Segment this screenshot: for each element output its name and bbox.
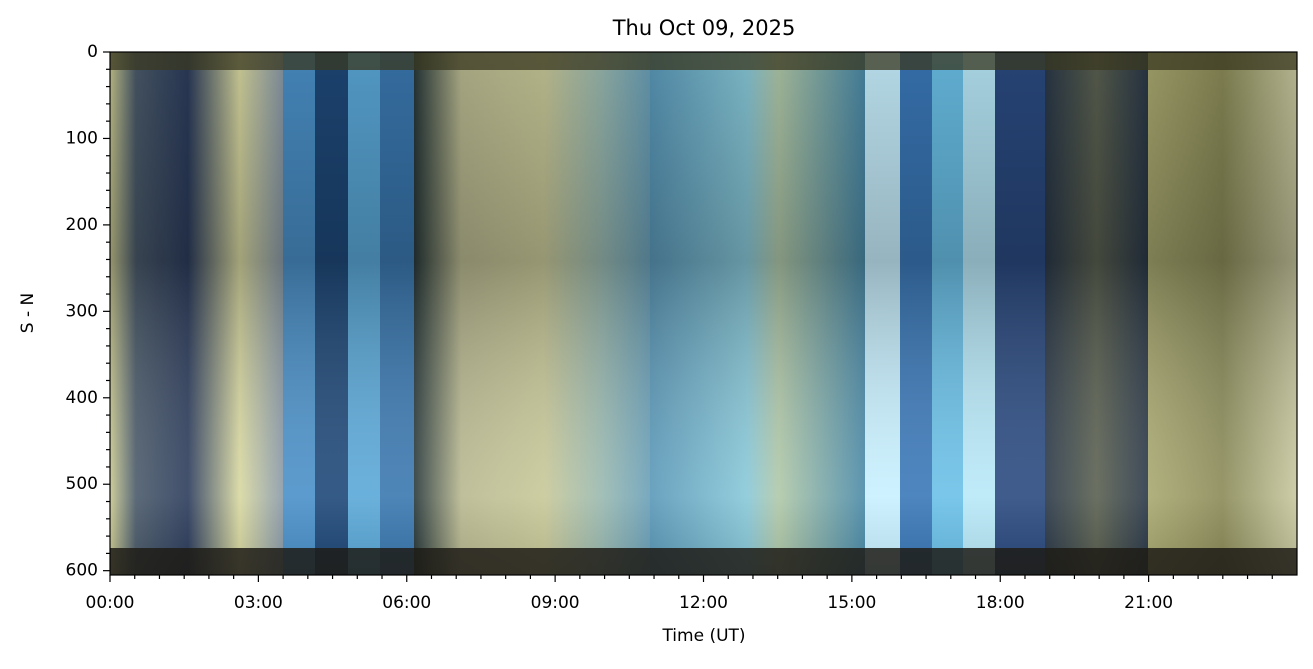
y-tick-label: 200 — [66, 215, 98, 235]
y-tick-label: 100 — [66, 128, 98, 148]
x-tick-label: 15:00 — [827, 593, 876, 613]
keogram-image — [110, 52, 1297, 575]
y-tick-label: 0 — [87, 42, 98, 62]
x-tick-label: 21:00 — [1124, 593, 1173, 613]
x-tick-label: 18:00 — [976, 593, 1025, 613]
y-tick-label: 400 — [66, 388, 98, 408]
y-axis-label: S - N — [18, 293, 38, 333]
x-tick-label: 12:00 — [679, 593, 728, 613]
x-tick-label: 09:00 — [531, 593, 580, 613]
y-tick-label: 500 — [66, 474, 98, 494]
x-axis-label: Time (UT) — [661, 626, 745, 646]
chart-title: Thu Oct 09, 2025 — [612, 16, 796, 40]
y-tick-label: 600 — [66, 561, 98, 581]
x-tick-label: 00:00 — [86, 593, 135, 613]
y-tick-label: 300 — [66, 301, 98, 321]
x-tick-label: 03:00 — [234, 593, 283, 613]
x-tick-label: 06:00 — [382, 593, 431, 613]
